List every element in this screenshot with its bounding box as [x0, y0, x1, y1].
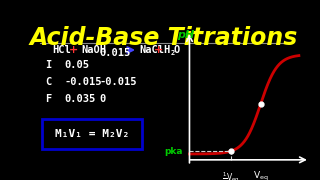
Text: 0: 0: [100, 94, 106, 104]
Text: V$_{\rm eq}$: V$_{\rm eq}$: [253, 170, 268, 180]
Text: +: +: [154, 45, 163, 55]
Bar: [43, 119, 142, 149]
Text: -0.015: -0.015: [65, 77, 102, 87]
Text: M₁V₁ = M₂V₂: M₁V₁ = M₂V₂: [55, 129, 129, 139]
Text: 0.015: 0.015: [100, 48, 131, 58]
Text: F: F: [45, 94, 51, 104]
Text: HCl: HCl: [52, 45, 71, 55]
Text: pka: pka: [164, 147, 183, 156]
Text: $\frac{1}{2}$V$_{\rm eq}$: $\frac{1}{2}$V$_{\rm eq}$: [222, 170, 240, 180]
Text: 2: 2: [171, 50, 175, 57]
Text: -0.015: -0.015: [100, 77, 137, 87]
Text: H: H: [163, 45, 169, 55]
Text: NaOH: NaOH: [81, 45, 106, 55]
Text: Acid-Base Titrations: Acid-Base Titrations: [30, 26, 298, 50]
Text: O: O: [174, 45, 180, 55]
Text: I: I: [45, 60, 51, 70]
Text: +: +: [69, 45, 78, 55]
Text: 0.05: 0.05: [65, 60, 90, 70]
Text: pH: pH: [178, 30, 195, 40]
Text: C: C: [45, 77, 51, 87]
Text: NaCl: NaCl: [139, 45, 164, 55]
Text: 0.035: 0.035: [65, 94, 96, 104]
